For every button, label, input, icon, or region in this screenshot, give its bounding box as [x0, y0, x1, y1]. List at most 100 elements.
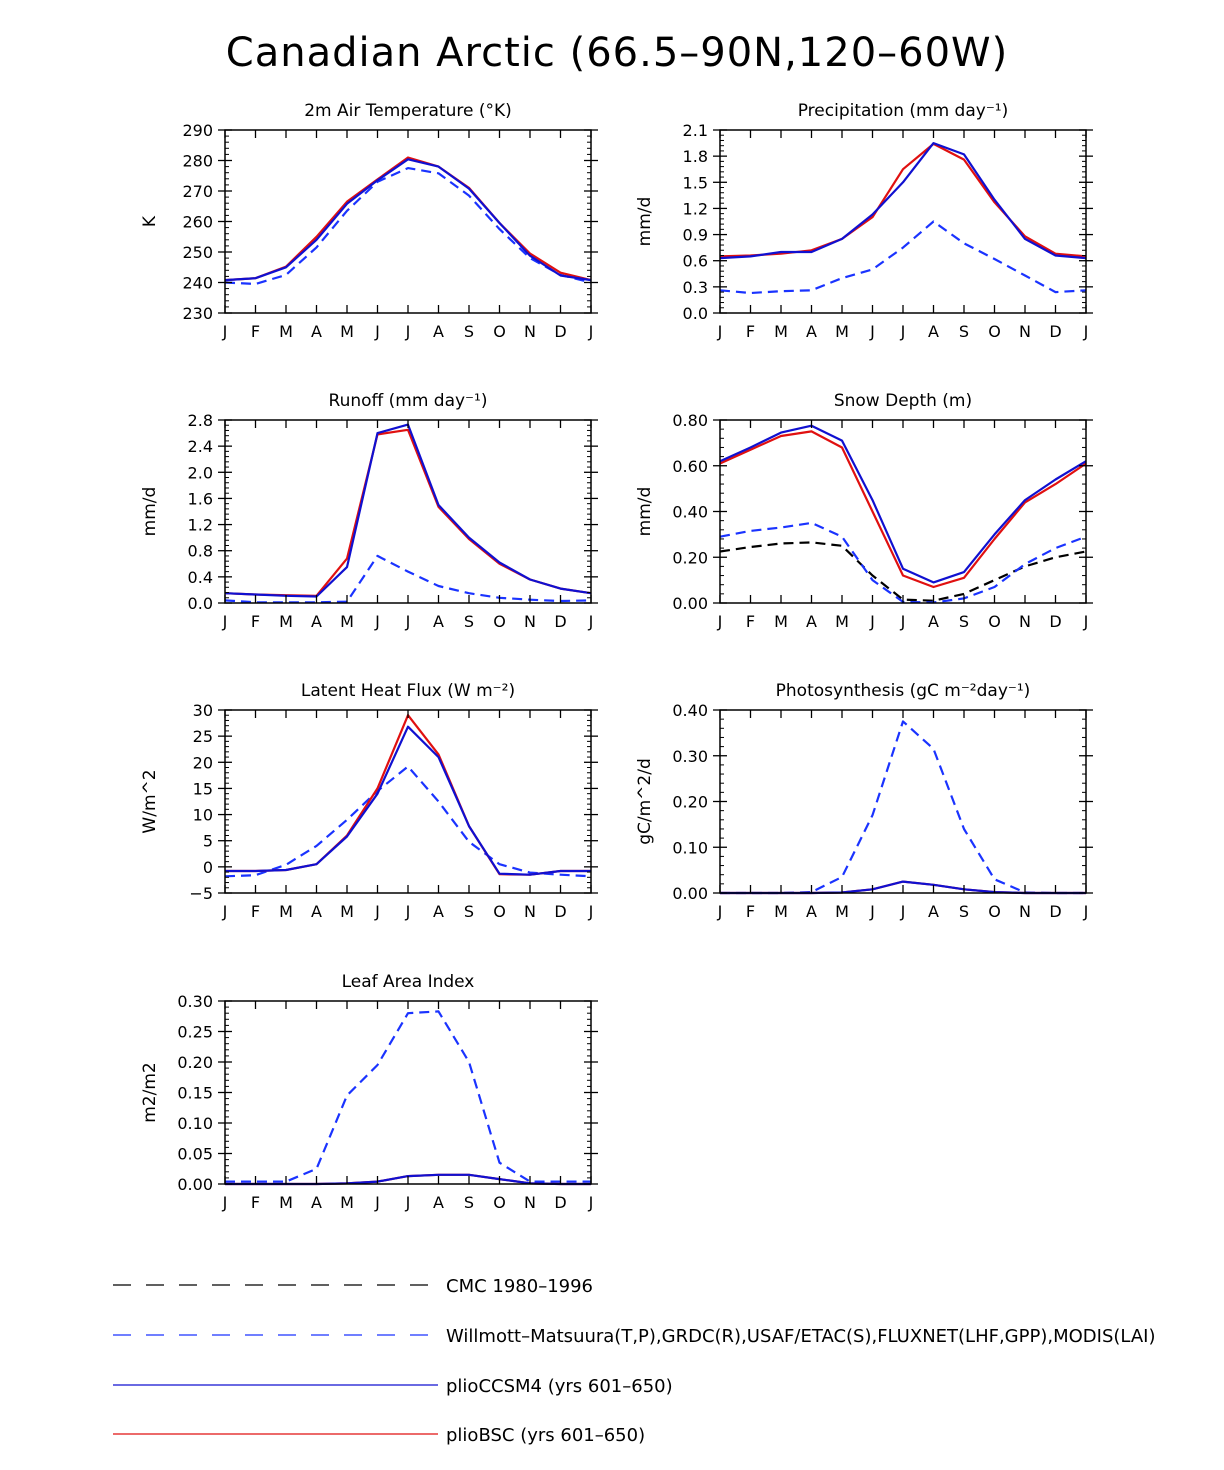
y-tick-label: 0.20: [672, 793, 708, 812]
y-axis-label: W/m^2: [140, 769, 160, 833]
series-lai-modis: [225, 1010, 591, 1183]
x-tick-label: J: [222, 612, 228, 631]
series-lhf-fluxnet: [224, 765, 592, 878]
x-tick-label: A: [311, 612, 322, 631]
x-tick-label: M: [774, 322, 788, 341]
y-tick-label: 2.4: [188, 437, 213, 456]
x-tick-label: D: [1049, 612, 1061, 631]
x-tick-label: J: [405, 1193, 411, 1212]
x-tick-label: N: [1019, 902, 1031, 921]
panel-title: Runoff (mm day⁻¹): [329, 391, 488, 411]
x-tick-label: M: [279, 902, 293, 921]
x-tick-label: D: [1049, 902, 1061, 921]
x-tick-label: M: [279, 612, 293, 631]
series-snow-cmc-1980-1996: [719, 541, 1087, 602]
y-tick-label: 0.15: [177, 1084, 213, 1103]
x-tick-label: A: [433, 1193, 444, 1212]
x-tick-label: F: [251, 1193, 260, 1212]
y-axis-label: mm/d: [140, 487, 160, 537]
x-tick-label: A: [928, 612, 939, 631]
x-tick-label: N: [1019, 612, 1031, 631]
x-tick-label: S: [959, 902, 969, 921]
y-tick-label: 0.60: [672, 457, 708, 476]
x-tick-label: F: [746, 902, 755, 921]
y-tick-label: −5: [189, 884, 213, 903]
y-tick-label: 250: [182, 243, 213, 262]
y-tick-label: 270: [182, 182, 213, 201]
series-photo-fluxnet: [720, 720, 1086, 895]
x-tick-label: O: [493, 1193, 506, 1212]
y-tick-label: 20: [193, 753, 213, 772]
y-axis-label: gC/m^2/d: [635, 758, 655, 845]
x-tick-label: N: [524, 902, 536, 921]
y-tick-label: 0.05: [177, 1145, 213, 1164]
x-tick-label: O: [988, 612, 1001, 631]
plot-frame: [719, 129, 1087, 314]
y-tick-label: 0.3: [683, 278, 708, 297]
panel-title: Latent Heat Flux (W m⁻²): [301, 681, 515, 701]
x-tick-label: J: [900, 902, 906, 921]
x-tick-label: M: [774, 902, 788, 921]
y-tick-label: 0.00: [672, 884, 708, 903]
x-tick-label: J: [222, 902, 228, 921]
x-tick-label: J: [900, 612, 906, 631]
x-tick-label: N: [524, 1193, 536, 1212]
x-tick-label: N: [524, 612, 536, 631]
y-tick-label: 1.2: [683, 199, 708, 218]
x-tick-label: A: [433, 322, 444, 341]
legend-label: plioBSC (yrs 601–650): [446, 1425, 645, 1446]
y-tick-label: 0.6: [683, 252, 708, 271]
x-tick-label: J: [588, 1193, 594, 1212]
x-tick-label: A: [311, 322, 322, 341]
y-tick-label: 0.10: [177, 1114, 213, 1133]
y-axis-label: mm/d: [635, 197, 655, 247]
x-tick-label: J: [717, 902, 723, 921]
y-tick-label: 0.80: [672, 411, 708, 430]
x-tick-label: S: [464, 1193, 474, 1212]
y-tick-label: 0.30: [177, 992, 213, 1011]
plot-frame: [224, 709, 592, 894]
panel-title: Snow Depth (m): [834, 391, 972, 411]
y-tick-label: 1.5: [683, 173, 708, 192]
x-tick-label: J: [588, 612, 594, 631]
x-tick-label: S: [464, 902, 474, 921]
x-tick-label: A: [806, 612, 817, 631]
y-tick-label: 30: [193, 701, 213, 720]
x-tick-label: D: [554, 322, 566, 341]
x-tick-label: J: [374, 902, 380, 921]
y-tick-label: 230: [182, 304, 213, 323]
x-tick-label: S: [464, 322, 474, 341]
legend: CMC 1980–1996 Willmott–Matsuura(T,P),GRDC…: [113, 1276, 1156, 1446]
y-tick-label: 2.8: [188, 411, 213, 430]
x-tick-label: J: [374, 322, 380, 341]
y-tick-label: 0: [203, 858, 213, 877]
y-tick-label: 2.1: [683, 121, 708, 140]
x-tick-label: F: [251, 322, 260, 341]
x-tick-label: J: [588, 902, 594, 921]
y-tick-label: 2.0: [188, 463, 213, 482]
y-axis-label: K: [140, 215, 160, 227]
figure-title: Canadian Arctic (66.5–90N,120–60W): [226, 30, 1008, 76]
series-temp-plioccsm4: [224, 158, 592, 282]
x-tick-label: J: [405, 322, 411, 341]
y-tick-label: 0.40: [672, 503, 708, 522]
y-tick-label: 0.00: [672, 594, 708, 613]
x-tick-label: J: [1083, 322, 1089, 341]
series-snow-pliobsc: [719, 430, 1087, 589]
x-tick-label: M: [340, 612, 354, 631]
x-tick-label: O: [988, 902, 1001, 921]
x-tick-label: M: [279, 322, 293, 341]
series-precip-willmott-matsuura: [719, 220, 1087, 295]
y-axis-label: m2/m2: [140, 1062, 160, 1122]
x-tick-label: O: [493, 612, 506, 631]
y-tick-label: 0.8: [188, 542, 213, 561]
x-tick-label: M: [774, 612, 788, 631]
y-tick-label: 240: [182, 274, 213, 293]
panel-lai: J F M A M J J A S O N D J0.000.050.100.150.200.250.3…: [140, 972, 598, 1212]
y-tick-label: 15: [193, 779, 213, 798]
